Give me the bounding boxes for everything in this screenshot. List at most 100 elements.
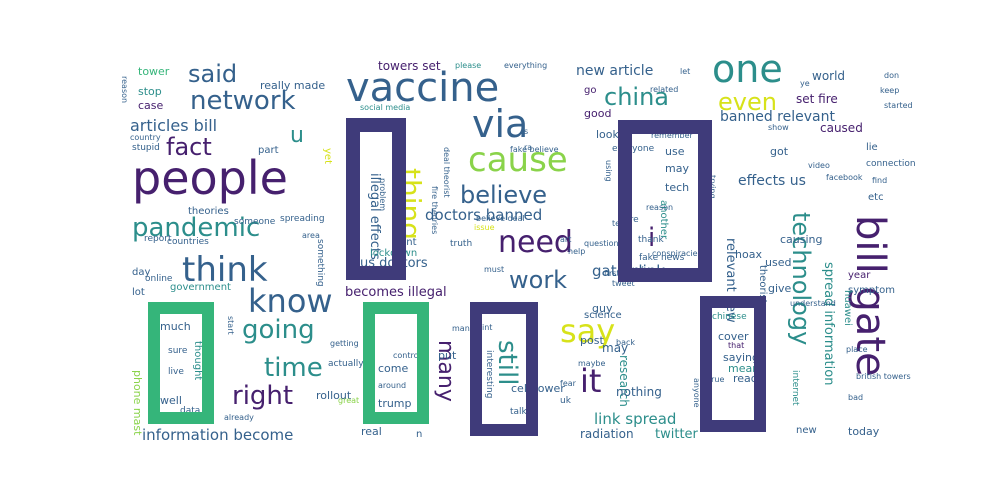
cloud-word: social media [360, 103, 411, 112]
cloud-word: going [242, 315, 315, 345]
cloud-word: rollout [316, 389, 352, 402]
cloud-word: work [509, 266, 568, 294]
cloud-word: true [708, 375, 725, 384]
cloud-word: cover [718, 330, 749, 343]
cloud-word: put [438, 349, 457, 362]
cloud-word: started [884, 101, 913, 110]
cloud-word: anyone [692, 378, 701, 408]
cloud-word: banned relevant [720, 109, 835, 125]
cloud-word: show [768, 123, 789, 132]
cloud-word: countries [167, 237, 209, 247]
missing-glyph-box [148, 302, 214, 424]
cloud-word: uk [560, 396, 571, 406]
cloud-word: radiation [580, 427, 634, 441]
cloud-word: phone mast [131, 370, 144, 436]
cloud-word: already [224, 413, 254, 422]
cloud-word: doctors banned [425, 206, 543, 224]
cloud-word: understand [790, 299, 836, 308]
cloud-word: link spread [594, 410, 677, 428]
cloud-word: art [560, 235, 572, 244]
cloud-word: something [315, 239, 325, 287]
cloud-word: ra [524, 143, 533, 152]
cloud-word: day [132, 267, 151, 278]
cloud-word: huawei [842, 290, 853, 326]
cloud-word: stupid [132, 143, 160, 153]
cloud-word: it [580, 362, 602, 400]
cloud-word: spreading [280, 214, 325, 224]
cloud-word: new article [576, 63, 654, 79]
cloud-word: network [190, 86, 296, 116]
cloud-word: lie [866, 142, 878, 153]
cloud-word: back [616, 338, 636, 347]
cloud-word: read [733, 372, 758, 385]
cloud-word: part [258, 145, 279, 156]
cloud-word: cause [468, 140, 568, 180]
cloud-word: that [728, 341, 745, 350]
cloud-word: bill gate [847, 215, 893, 377]
cloud-word: believe [460, 181, 548, 209]
cloud-word: man [452, 324, 470, 333]
cloud-word: deal theorist [442, 147, 451, 198]
cloud-word: may [602, 341, 629, 355]
cloud-word: everything [504, 61, 548, 70]
cloud-word: research [617, 355, 631, 407]
cloud-word: let [680, 67, 691, 76]
cloud-word: post [580, 334, 604, 347]
cloud-word: report [144, 234, 172, 244]
cloud-word: pandemic [132, 213, 261, 243]
cloud-word: tweet [612, 279, 635, 288]
cloud-word: keep [880, 86, 900, 95]
cloud-word: getting [330, 339, 359, 348]
cloud-word: around [378, 381, 407, 390]
cloud-word: data [180, 406, 201, 416]
missing-glyph-box [618, 120, 712, 282]
cloud-word: theories [188, 206, 229, 217]
cloud-word: got [770, 145, 789, 158]
cloud-word: issue [474, 223, 495, 232]
cloud-word: problem [378, 178, 387, 212]
cloud-word: lot [132, 287, 145, 298]
cloud-word: saying [723, 351, 759, 364]
cloud-word: everyone [612, 144, 655, 154]
cloud-word: question [584, 239, 619, 248]
cloud-word: please [455, 61, 482, 70]
cloud-word: don [884, 71, 900, 80]
cloud-word: area [302, 231, 320, 240]
cloud-word: first [604, 269, 620, 278]
cloud-word: bad [848, 393, 864, 402]
cloud-word: good [584, 107, 612, 120]
cloud-word: know [248, 282, 333, 320]
cloud-word: start [226, 316, 235, 335]
cloud-word: caused [820, 121, 863, 135]
cloud-word: said [188, 60, 238, 88]
cloud-word: live [168, 367, 184, 377]
cloud-word: reason [120, 76, 129, 104]
cloud-word: give [768, 282, 792, 295]
missing-glyph-box [470, 302, 538, 436]
cloud-word: articles bill [130, 116, 218, 135]
cloud-word: nothing [616, 385, 662, 399]
cloud-word: point [472, 323, 493, 332]
cloud-word: stop [138, 85, 162, 98]
cloud-word: new [796, 425, 817, 436]
cloud-word: set fire [796, 92, 838, 106]
cloud-word: video [808, 161, 830, 170]
cloud-word: come [378, 362, 409, 375]
cloud-word: really made [260, 79, 326, 92]
cloud-word: facebook [826, 173, 863, 182]
cloud-word: use [665, 145, 685, 158]
cloud-word: yet [322, 148, 333, 164]
cloud-word: vaccine [346, 65, 500, 111]
cloud-word: s [524, 127, 529, 136]
cloud-word: british towers [856, 372, 911, 381]
cloud-word: theorist [757, 265, 768, 304]
cloud-word: world [812, 69, 846, 83]
cloud-word: must [484, 265, 505, 274]
cloud-word: find [872, 176, 888, 185]
cloud-word: help [568, 247, 586, 256]
cloud-word: may [665, 162, 689, 175]
cloud-word: government [170, 282, 231, 293]
cloud-word: symptom [848, 285, 895, 296]
cloud-word: remember [651, 131, 693, 140]
